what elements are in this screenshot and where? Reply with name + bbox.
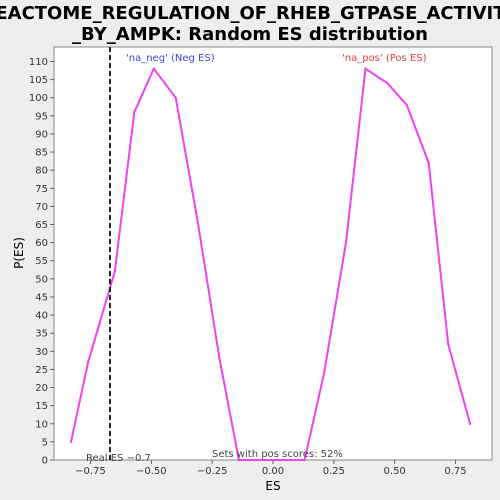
pos-fraction-label: Sets with pos scores: 52% [212,449,343,460]
es-series-line [70,67,472,461]
pos-es-label: 'na_pos' (Pos ES) [342,53,427,64]
es-data-point [152,67,155,70]
y-tick-label: 70 [35,202,48,213]
es-data-point [174,96,177,99]
y-tick-label: 50 [35,274,48,285]
y-tick-label: 100 [29,93,48,104]
y-tick-label: 5 [42,437,48,448]
y-tick-label: 10 [35,419,48,430]
y-tick-label: 65 [35,220,48,231]
es-data-point [322,371,326,375]
y-tick-label: 55 [35,256,48,267]
y-tick-label: 105 [29,75,48,86]
es-data-point [386,82,389,85]
y-tick-label: 85 [35,148,48,159]
y-tick-label: 20 [35,383,48,394]
es-data-point [196,219,199,223]
y-tick-label: 60 [35,238,48,249]
y-tick-label: 90 [35,129,48,140]
es-data-point [133,111,136,114]
es-data-point [427,161,430,165]
y-tick-label: 30 [35,347,48,358]
y-tick-label: 110 [29,57,48,68]
series-layer [69,67,472,462]
y-tick-label: 80 [35,166,48,177]
y-tick-label: 95 [35,111,48,122]
y-axis-label: P(ES) [12,237,26,269]
annotation-layer: Real ES −0.7 'na_neg' (Neg ES) 'na_pos' (P… [86,47,427,464]
chart-title-line-2: _BY_AMPK: Random ES distribution [72,24,428,45]
y-axis: 0 5 10 15 20 25 30 35 40 45 50 55 60 65 70 75 80 85 90 95 10… [29,57,54,467]
x-tick-label: −0.25 [197,466,228,477]
y-tick-label: 15 [35,401,48,412]
es-data-point [113,270,117,273]
chart-title-line-1: REACTOME_REGULATION_OF_RHEB_GTPASE_ACTIV… [0,3,500,24]
es-data-point [468,422,472,425]
x-tick-label: −0.50 [136,466,167,477]
y-tick-label: 35 [35,329,48,340]
y-tick-label: 0 [42,456,48,467]
y-tick-label: 40 [35,311,48,322]
es-data-point [237,458,241,462]
x-tick-label: −0.75 [75,466,106,477]
real-es-label: Real ES −0.7 [86,453,151,464]
x-axis-label: ES [265,479,280,493]
x-tick-label: 0.00 [262,466,284,477]
es-data-point [364,67,367,70]
es-data-point [303,458,306,462]
plot-area [53,46,493,461]
es-data-point [344,241,348,244]
x-tick-label: 0.50 [384,466,406,477]
es-data-point [447,342,450,346]
x-tick-label: 0.25 [323,466,345,477]
neg-es-label: 'na_neg' (Neg ES) [126,53,215,64]
es-data-point [405,103,409,107]
y-tick-label: 75 [35,184,48,195]
es-data-point [69,440,73,444]
es-data-point [218,357,221,360]
x-tick-label: 0.75 [444,466,466,477]
y-tick-label: 45 [35,292,48,303]
x-axis: −0.75 −0.50 −0.25 0.00 0.25 0.50 0.75 [75,460,467,477]
es-data-point [86,360,90,364]
y-tick-label: 25 [35,365,48,376]
